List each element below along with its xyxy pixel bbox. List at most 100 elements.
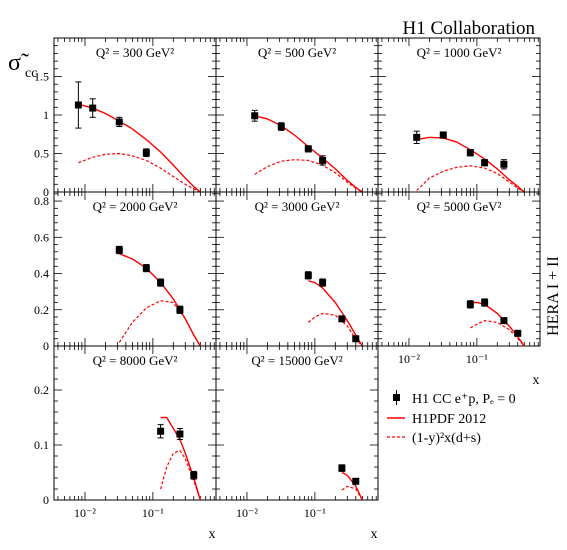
q2-label: Q² = 1000 GeV² — [417, 45, 502, 60]
data-point — [157, 278, 165, 287]
data-marker — [466, 300, 474, 308]
y-tick-label: 0.2 — [34, 303, 49, 317]
data-marker — [142, 149, 150, 157]
panel-q2-6: Q² = 5000 GeV² 10⁻² 10⁻¹ x — [377, 191, 541, 388]
panel-q2-2: Q² = 500 GeV² — [215, 37, 379, 193]
data-marker — [176, 430, 184, 438]
x-tick-label: 10⁻¹ — [142, 506, 164, 520]
theory-curve — [341, 471, 363, 501]
panel-frame — [215, 191, 379, 347]
data-point — [157, 424, 165, 439]
data-point — [352, 335, 360, 343]
q2-label: Q² = 300 GeV² — [96, 45, 174, 60]
panel-frame — [53, 191, 217, 347]
panel-q2-4: 0 0.2 0.4 0.6 0.8 Q² = 2000 GeV² — [34, 191, 217, 353]
data-point — [352, 477, 360, 485]
legend-dashed-label: (1-y)²x(d+s) — [412, 431, 481, 446]
theory-curve — [160, 416, 201, 501]
data-point — [176, 305, 184, 314]
q2-label: Q² = 8000 GeV² — [93, 353, 178, 368]
panel-q2-8: Q² = 15000 GeV² 10⁻² 10⁻¹ x — [215, 345, 379, 542]
dashed-curve — [341, 485, 363, 501]
data-point — [413, 130, 421, 144]
y-tick-label: 1 — [43, 108, 49, 122]
data-point — [190, 470, 198, 480]
y-tick-label: 0.4 — [34, 267, 49, 281]
x-tick-label: 10⁻² — [236, 506, 258, 520]
q2-label: Q² = 5000 GeV² — [417, 199, 502, 214]
data-point — [500, 159, 508, 170]
legend: H1 CC e⁺p, Pₑ = 0 H1PDF 2012 (1-y)²x(d+s… — [387, 390, 516, 446]
dashed-curve — [78, 152, 201, 193]
theory-curve — [470, 301, 525, 347]
data-point — [115, 116, 123, 128]
x-tick-label: 10⁻¹ — [466, 352, 488, 366]
q2-label: Q² = 3000 GeV² — [255, 199, 340, 214]
data-marker — [176, 306, 184, 314]
x-axis-title: x — [209, 527, 216, 542]
data-point — [481, 298, 489, 307]
dashed-curve — [416, 165, 525, 193]
data-marker — [74, 101, 82, 109]
data-point — [500, 317, 508, 325]
data-marker — [514, 329, 522, 337]
panel-q2-1: 0 0.5 1 1.5 Q² = 300 GeV² — [34, 37, 217, 199]
y-tick-label: 0.5 — [34, 147, 49, 161]
y-axis-title-subscript: cc — [25, 66, 37, 81]
data-marker — [500, 317, 508, 325]
dashed-curve — [160, 449, 201, 501]
data-point — [251, 109, 259, 122]
data-marker — [500, 160, 508, 168]
y-tick-label: 1.5 — [34, 70, 49, 84]
panel-q2-5: Q² = 3000 GeV² — [215, 191, 379, 347]
data-point — [176, 428, 184, 440]
data-marker — [115, 246, 123, 254]
data-marker — [115, 118, 123, 126]
panel-grid: 0 0.5 1 1.5 Q² = 300 GeV² Q² = 500 GeV² Q² = 1… — [34, 37, 541, 542]
data-marker — [319, 156, 327, 164]
data-marker — [319, 279, 327, 287]
y-tick-label: 0.2 — [34, 383, 49, 397]
data-point — [439, 131, 447, 139]
theory-curve — [254, 115, 363, 193]
x-tick-label: 10⁻¹ — [304, 506, 326, 520]
data-point — [481, 159, 489, 167]
data-marker — [251, 112, 259, 120]
data-marker — [277, 123, 285, 131]
data-point — [338, 315, 346, 323]
data-marker — [157, 279, 165, 287]
y-tick-label: 0.6 — [34, 230, 49, 244]
panel-q2-3: Q² = 1000 GeV² — [377, 37, 541, 193]
theory-curve — [78, 103, 201, 193]
data-point — [319, 155, 327, 166]
data-marker — [190, 471, 198, 479]
data-marker — [338, 464, 346, 472]
data-point — [74, 81, 82, 129]
q2-label: Q² = 15000 GeV² — [251, 353, 342, 368]
data-marker — [352, 335, 360, 343]
data-marker — [304, 145, 312, 153]
q2-label: Q² = 500 GeV² — [258, 45, 336, 60]
legend-theory-label: H1PDF 2012 — [412, 412, 486, 427]
data-point — [319, 278, 327, 287]
panel-frame — [215, 345, 379, 501]
y-tick-label: 0.1 — [34, 438, 49, 452]
theory-curve — [308, 280, 363, 347]
data-point — [304, 271, 312, 280]
q2-label: Q² = 2000 GeV² — [93, 199, 178, 214]
theory-curve — [416, 136, 525, 193]
theory-curve — [119, 252, 201, 347]
data-point — [338, 464, 346, 472]
panel-frame — [377, 37, 541, 193]
dashed-curve — [254, 159, 363, 193]
x-tick-label: 10⁻² — [74, 506, 96, 520]
side-label: HERA I + II — [545, 256, 562, 336]
dashed-curve — [118, 300, 201, 347]
y-tick-label: 0 — [43, 493, 49, 507]
panel-frame — [215, 37, 379, 193]
data-point — [304, 145, 312, 153]
data-marker — [352, 477, 360, 485]
data-marker — [338, 315, 346, 323]
y-tick-label: 0 — [43, 185, 49, 199]
data-marker — [466, 149, 474, 157]
